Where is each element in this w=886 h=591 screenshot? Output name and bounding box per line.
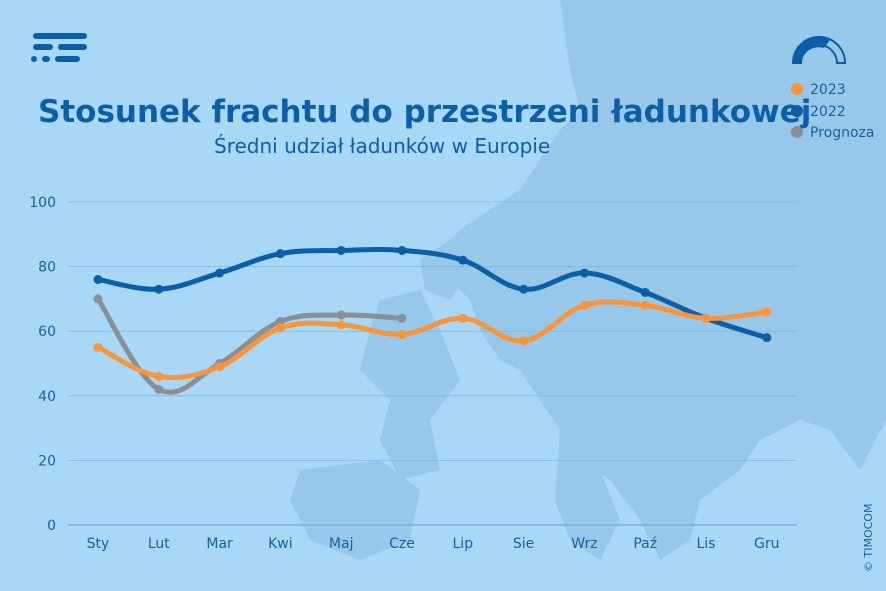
x-tick-label: Mar — [206, 536, 233, 552]
chart-subtitle: Średni udział ładunków w Europie — [214, 134, 550, 158]
x-tick-label: Lis — [697, 536, 716, 552]
data-point-prognoza — [336, 310, 346, 320]
data-point-2022 — [579, 268, 589, 278]
data-point-2022 — [519, 284, 529, 294]
legend-marker-2023 — [791, 83, 803, 95]
legend-marker-2022 — [791, 105, 803, 117]
data-point-2023 — [215, 362, 225, 372]
x-tick-label: Wrz — [571, 536, 597, 552]
y-tick-label: 80 — [38, 260, 56, 276]
timocom-logo-icon — [31, 33, 87, 62]
data-point-2023 — [458, 313, 468, 323]
data-point-2022 — [275, 249, 285, 259]
legend-marker-prognoza — [791, 126, 803, 138]
data-point-2023 — [519, 336, 529, 346]
y-tick-label: 60 — [38, 324, 56, 340]
data-point-2023 — [640, 300, 650, 310]
y-axis-ticks: 0 20 40 60 80 100 — [29, 195, 56, 534]
data-point-2022 — [762, 333, 772, 343]
x-axis-ticks: Sty Lut Mar Kwi Maj Cze Lip Sie Wrz Paź Lis Gru — [87, 536, 780, 552]
y-tick-label: 0 — [47, 518, 56, 534]
data-point-prognoza — [397, 313, 407, 323]
europe-map-background — [290, 0, 886, 560]
data-point-2023 — [762, 307, 772, 317]
data-point-2022 — [397, 245, 407, 255]
data-point-prognoza — [154, 384, 164, 394]
legend-label-prognoza: Prognoza — [810, 125, 874, 141]
x-tick-label: Cze — [389, 536, 415, 552]
data-point-prognoza — [275, 317, 285, 327]
series-2023 — [93, 299, 772, 381]
x-tick-label: Maj — [329, 536, 354, 552]
data-point-2023 — [579, 300, 589, 310]
data-point-2022 — [215, 268, 225, 278]
data-point-2023 — [93, 342, 103, 352]
data-point-2023 — [336, 320, 346, 330]
data-point-prognoza — [93, 294, 103, 304]
x-tick-label: Kwi — [268, 536, 293, 552]
data-point-2023 — [154, 371, 164, 381]
series-group — [93, 245, 772, 395]
data-point-2022 — [336, 245, 346, 255]
legend: 2023 2022 Prognoza — [791, 82, 874, 141]
data-point-2023 — [397, 329, 407, 339]
y-tick-label: 20 — [38, 453, 56, 469]
data-point-2023 — [701, 313, 711, 323]
data-point-2022 — [640, 287, 650, 297]
x-tick-label: Gru — [754, 536, 779, 552]
data-point-2023 — [275, 323, 285, 333]
x-tick-label: Paź — [633, 536, 657, 552]
chart-title: Stosunek frachtu do przestrzeni ładunkow… — [38, 94, 811, 130]
data-point-2022 — [93, 275, 103, 285]
y-tick-label: 40 — [38, 389, 56, 405]
y-tick-label: 100 — [29, 195, 56, 211]
grid-lines — [68, 201, 797, 526]
x-tick-label: Lut — [148, 536, 170, 552]
data-point-2022 — [154, 284, 164, 294]
legend-label-2022: 2022 — [810, 104, 846, 120]
gauge-icon — [791, 36, 847, 64]
legend-label-2023: 2023 — [810, 82, 846, 98]
x-tick-label: Sty — [87, 536, 110, 552]
copyright-label: © TIMOCOM — [862, 504, 875, 572]
x-tick-label: Lip — [453, 536, 474, 552]
data-point-2022 — [458, 255, 468, 265]
x-tick-label: Sie — [513, 536, 534, 552]
